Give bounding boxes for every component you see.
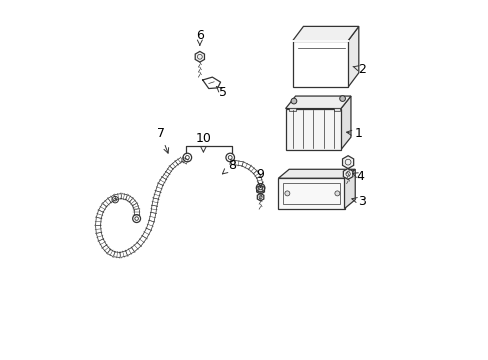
Polygon shape xyxy=(344,169,354,208)
Text: 4: 4 xyxy=(352,170,364,183)
Polygon shape xyxy=(257,193,264,201)
Polygon shape xyxy=(256,185,264,194)
Polygon shape xyxy=(292,26,358,41)
Text: 6: 6 xyxy=(196,29,203,45)
Text: 5: 5 xyxy=(216,86,226,99)
Text: 9: 9 xyxy=(256,168,264,187)
Bar xyxy=(288,108,295,111)
Polygon shape xyxy=(342,156,353,168)
Circle shape xyxy=(285,191,289,196)
Text: 10: 10 xyxy=(195,132,211,152)
Circle shape xyxy=(339,96,345,102)
Text: 8: 8 xyxy=(222,159,236,174)
Polygon shape xyxy=(195,51,204,62)
Bar xyxy=(285,109,340,150)
Polygon shape xyxy=(340,96,350,150)
Bar xyxy=(333,108,340,111)
Bar xyxy=(282,183,340,204)
Polygon shape xyxy=(278,169,354,178)
Polygon shape xyxy=(285,96,350,109)
Circle shape xyxy=(290,98,296,104)
Polygon shape xyxy=(347,26,358,87)
Bar xyxy=(278,178,344,208)
Text: 2: 2 xyxy=(352,63,366,76)
Text: 3: 3 xyxy=(351,195,366,208)
Polygon shape xyxy=(343,168,352,179)
Text: 1: 1 xyxy=(346,127,362,140)
Text: 7: 7 xyxy=(156,127,168,153)
Bar xyxy=(292,41,347,87)
Circle shape xyxy=(334,191,339,196)
